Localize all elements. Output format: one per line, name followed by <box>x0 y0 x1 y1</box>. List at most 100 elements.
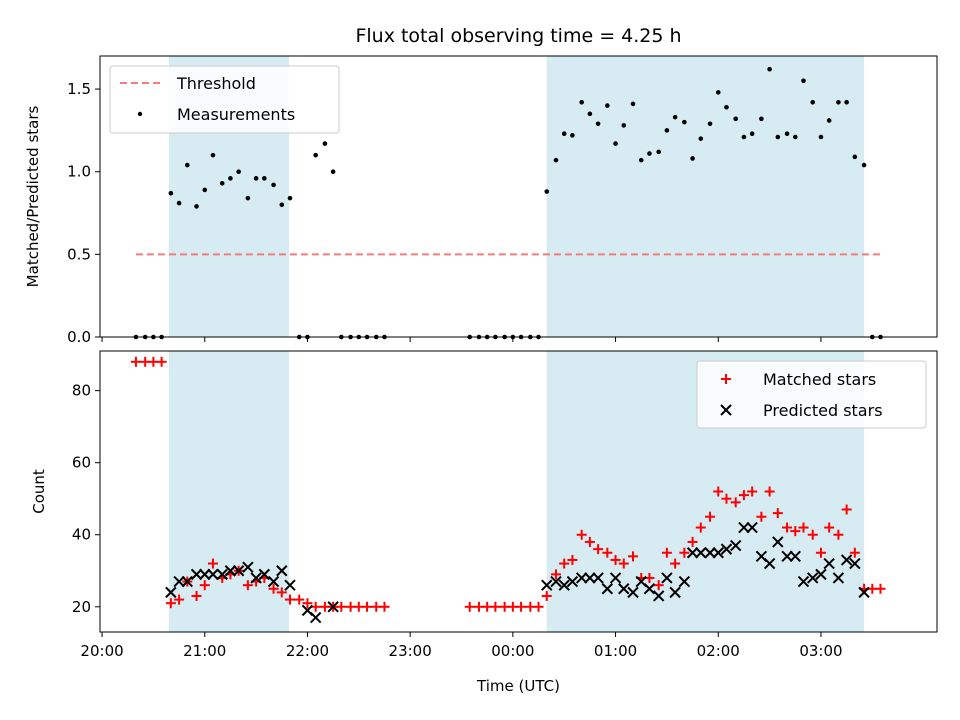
measurement-point <box>784 131 790 136</box>
matched-point <box>764 486 775 497</box>
measurement-point <box>715 90 721 95</box>
matched-point <box>191 590 202 601</box>
measurement-point <box>219 180 225 186</box>
predicted-point <box>704 547 716 559</box>
matched-point <box>756 511 767 522</box>
predicted-point <box>789 550 801 563</box>
measurement-point <box>630 101 636 107</box>
predicted-point <box>267 575 280 588</box>
x-tick-label: 21:00 <box>183 642 226 660</box>
top-panel: 0.0 0.5 1.0 1.5 Flux total observing time =… <box>24 25 938 346</box>
measurement-point <box>322 141 328 146</box>
top-legend-box <box>109 65 340 134</box>
x-b <box>584 572 596 584</box>
measurement-point <box>801 78 806 84</box>
matched-point <box>807 529 818 540</box>
predicted-point <box>584 572 596 584</box>
measurement-point <box>561 131 567 136</box>
observing-window-1 <box>546 56 865 337</box>
measurement-point <box>262 176 267 181</box>
measurement-point <box>287 195 293 201</box>
matched-point <box>713 486 724 497</box>
measurement-point <box>605 103 610 108</box>
matched-point <box>541 590 552 601</box>
matched-point <box>576 529 587 540</box>
x-b <box>849 557 861 570</box>
matched-point <box>782 522 793 533</box>
x-b <box>858 586 870 599</box>
measurement-point <box>698 136 704 141</box>
legend-matched-label: Matched stars <box>763 370 876 389</box>
predicted-point <box>224 565 237 577</box>
predicted-point <box>858 586 870 599</box>
measurement-point <box>228 176 233 181</box>
matched-point <box>336 601 347 612</box>
x-b <box>207 568 219 581</box>
matched-point <box>567 554 578 565</box>
matched-point <box>798 522 809 533</box>
measurement-point <box>818 134 824 140</box>
measurement-point <box>656 149 661 155</box>
x-b <box>267 575 280 588</box>
measurement-point <box>724 104 729 110</box>
measurement-point <box>553 157 559 163</box>
matched-point <box>584 536 595 547</box>
matched-point <box>653 580 664 591</box>
x-b <box>712 547 724 559</box>
x-b <box>190 568 203 581</box>
matched-point <box>268 583 279 594</box>
x-b <box>550 575 562 588</box>
x-b <box>301 604 314 617</box>
x-tick-label: 03:00 <box>799 642 842 660</box>
measurement-point <box>810 99 816 105</box>
predicted-point <box>678 575 691 588</box>
predicted-point <box>232 565 245 577</box>
predicted-point <box>661 572 673 584</box>
measurement-point <box>826 118 832 123</box>
x-b <box>601 583 614 595</box>
x-b <box>789 550 801 563</box>
measurement-point <box>664 128 670 133</box>
matched-point <box>199 580 210 591</box>
measurement-point <box>844 99 849 105</box>
predicted-point <box>712 547 724 559</box>
matched-point <box>628 551 639 562</box>
measurement-point <box>647 151 652 156</box>
y-tick-label: 40 <box>72 526 91 544</box>
matched-point <box>165 598 176 609</box>
x-b <box>678 575 691 588</box>
y-tick-label: 0.5 <box>67 245 91 263</box>
legend-measurements-label: Measurements <box>177 105 295 124</box>
predicted-point <box>643 583 656 595</box>
matched-point <box>875 583 886 594</box>
measurement-point <box>638 157 644 163</box>
x-b <box>627 586 639 599</box>
x-b <box>704 547 716 559</box>
predicted-point <box>840 554 853 566</box>
x-axis-label: Time (UTC) <box>476 677 560 695</box>
top-y-axis-label: Matched/Predicted stars <box>24 106 42 288</box>
measurement-point <box>236 169 241 175</box>
measurement-point <box>749 131 755 136</box>
x-b <box>652 590 665 602</box>
x-b <box>720 543 733 555</box>
matched-point <box>833 529 844 540</box>
predicted-point <box>199 568 211 581</box>
measurement-point <box>579 99 584 105</box>
x-b <box>686 547 699 559</box>
measurement-point <box>775 134 781 140</box>
matched-point <box>302 598 313 609</box>
measurement-point <box>852 154 858 160</box>
predicted-point <box>815 568 827 581</box>
x-b <box>797 575 810 588</box>
measurement-point <box>253 176 259 181</box>
predicted-point <box>686 547 699 559</box>
x-tick-label: 00:00 <box>491 642 534 660</box>
observing-window-0 <box>168 351 289 632</box>
measurement-point <box>176 200 182 206</box>
predicted-point <box>181 575 194 588</box>
predicted-point <box>763 557 776 570</box>
predicted-point <box>207 568 219 581</box>
x-tick-label: 22:00 <box>286 642 329 660</box>
predicted-point <box>738 521 750 534</box>
